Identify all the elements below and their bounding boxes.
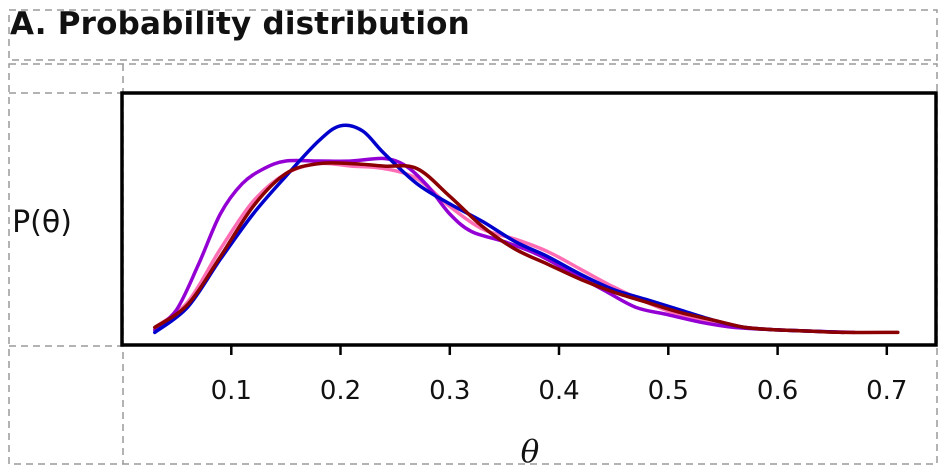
x-tick-label: 0.2 [320, 376, 361, 406]
series-layer [153, 123, 900, 335]
series-line-3 [153, 123, 845, 335]
x-axis-label: θ [521, 434, 540, 470]
panel-title: A. Probability distribution [10, 6, 470, 42]
x-axis: 0.1 0.2 0.3 0.4 0.5 0.6 0.7 [211, 345, 907, 406]
series-line-4 [153, 160, 900, 335]
x-tick-label: 0.1 [211, 376, 252, 406]
title-guide-box [8, 9, 938, 61]
y-axis-label: P(θ) [12, 205, 72, 240]
x-tick-label: 0.3 [429, 376, 470, 406]
x-tick-label: 0.5 [648, 376, 689, 406]
series-line-2 [153, 156, 856, 335]
series-line-1 [153, 161, 845, 335]
x-tick-label: 0.4 [538, 376, 579, 406]
x-tick-label: 0.7 [866, 376, 907, 406]
plot-frame [120, 91, 938, 347]
x-tick-label: 0.6 [757, 376, 798, 406]
